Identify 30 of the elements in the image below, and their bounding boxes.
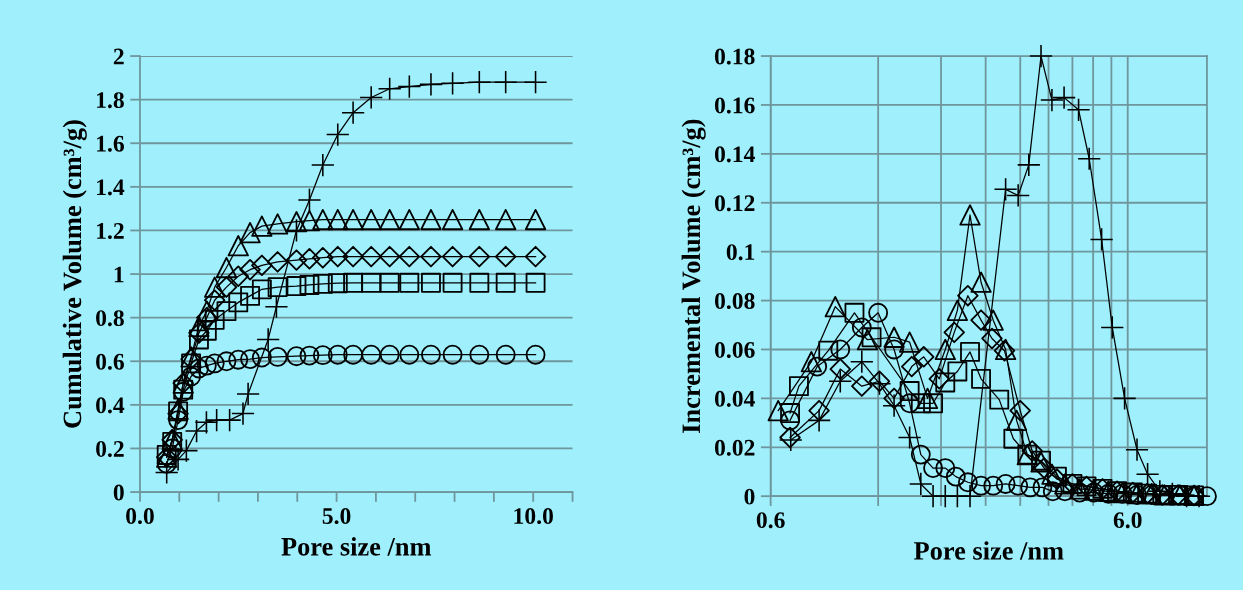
y-tick-label: 0.8 — [96, 310, 124, 327]
y-tick-label: 0.04 — [714, 390, 755, 407]
y-tick-label: 0 — [113, 484, 124, 501]
y-tick-label: 0.08 — [714, 293, 755, 310]
y-tick-label: 1 — [114, 266, 124, 283]
x-tick-label: 10.0 — [514, 508, 553, 525]
y-tick-label: 0.12 — [714, 195, 755, 212]
y-tick-label: 1.2 — [97, 223, 124, 239]
y-tick-label: 2 — [113, 48, 124, 65]
y-tick-label: 0.02 — [714, 439, 755, 456]
y-tick-label: 0.6 — [96, 353, 124, 370]
y-tick-label: 0 — [744, 488, 755, 505]
y-tick-label: 0.18 — [714, 48, 755, 65]
x-tick-label: 0.0 — [126, 508, 154, 525]
x-tick-label: 6.0 — [1113, 512, 1142, 529]
y-tick-label: 1.6 — [97, 135, 124, 152]
x-tick-label: 5.0 — [322, 508, 351, 525]
y-tick-label: 0.14 — [714, 146, 755, 163]
y-tick-label: 0.16 — [714, 97, 755, 114]
y-tick-label: 0.2 — [96, 440, 124, 457]
y-axis-title: Cumulative Volume (cm³/g) — [62, 120, 87, 428]
y-tick-label: 1.8 — [97, 92, 124, 109]
x-axis-title: Pore size /nm — [914, 541, 1064, 560]
y-tick-label: 0.1 — [726, 244, 755, 261]
x-tick-label: 0.6 — [756, 512, 785, 529]
y-tick-label: 0.4 — [96, 397, 125, 414]
x-axis-title: Pore size /nm — [281, 537, 432, 556]
y-tick-label: 0.06 — [714, 341, 755, 358]
y-axis-title: Incremental Volume (cm³/g) — [681, 119, 706, 433]
y-tick-label: 1.4 — [97, 179, 125, 196]
